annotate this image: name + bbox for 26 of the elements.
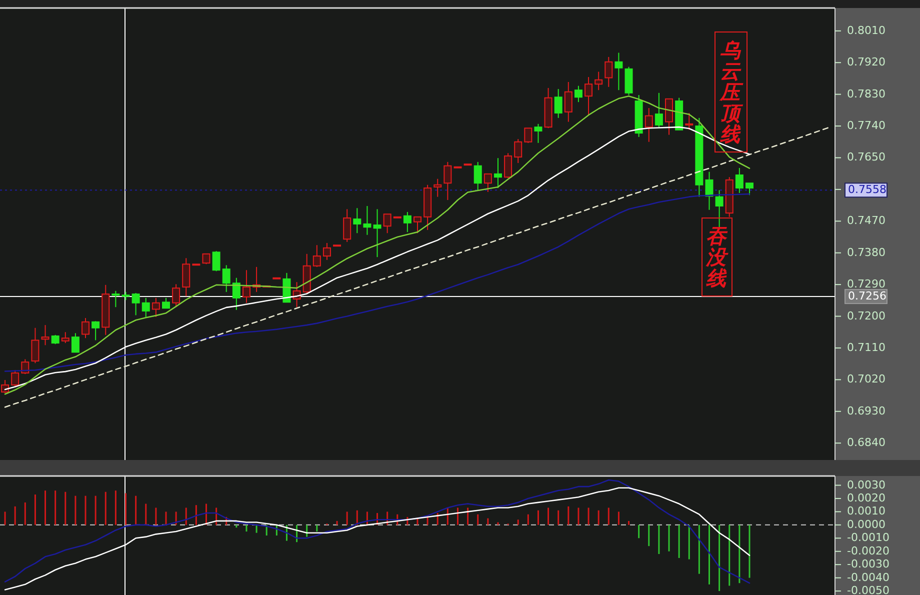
y-tick-label: 0.0020: [847, 491, 886, 504]
y-tick-label: 0.0030: [847, 478, 886, 492]
y-tick-label: 0.8010: [847, 24, 886, 37]
y-tick-label: -0.0020: [847, 544, 890, 558]
y-tick-label: 0.7920: [847, 56, 886, 69]
y-tick-label: 0.7650: [847, 150, 886, 164]
y-tick-label: -0.0030: [847, 558, 890, 571]
y-tick-label: 0.0000: [847, 518, 886, 531]
y-tick-label: -0.0050: [847, 584, 890, 595]
y-tick-label: 0.7470: [847, 214, 886, 228]
y-tick-label: 0.6930: [847, 404, 886, 418]
y-tick-label: 0.7290: [847, 278, 886, 291]
annotation: 乌云压顶线: [718, 38, 744, 146]
y-tick-label: 0.7200: [847, 309, 886, 322]
y-tick-label: 0.0010: [847, 504, 886, 518]
y-tick-label: 0.7110: [847, 340, 886, 354]
y-tick-label: 0.7830: [847, 87, 886, 100]
y-tick-label: 0.7380: [847, 246, 886, 259]
annotation: 吞没线: [705, 224, 729, 290]
y-tick-label: 0.7740: [847, 119, 886, 132]
y-tick-label: 0.6840: [847, 436, 886, 450]
ref-line-label: 0.7256: [848, 290, 886, 303]
ref-line-label: 0.7558: [848, 183, 886, 196]
y-tick-label: -0.0040: [847, 570, 890, 584]
y-tick-label: 0.7020: [847, 372, 886, 386]
y-tick-label: -0.0010: [847, 531, 890, 544]
